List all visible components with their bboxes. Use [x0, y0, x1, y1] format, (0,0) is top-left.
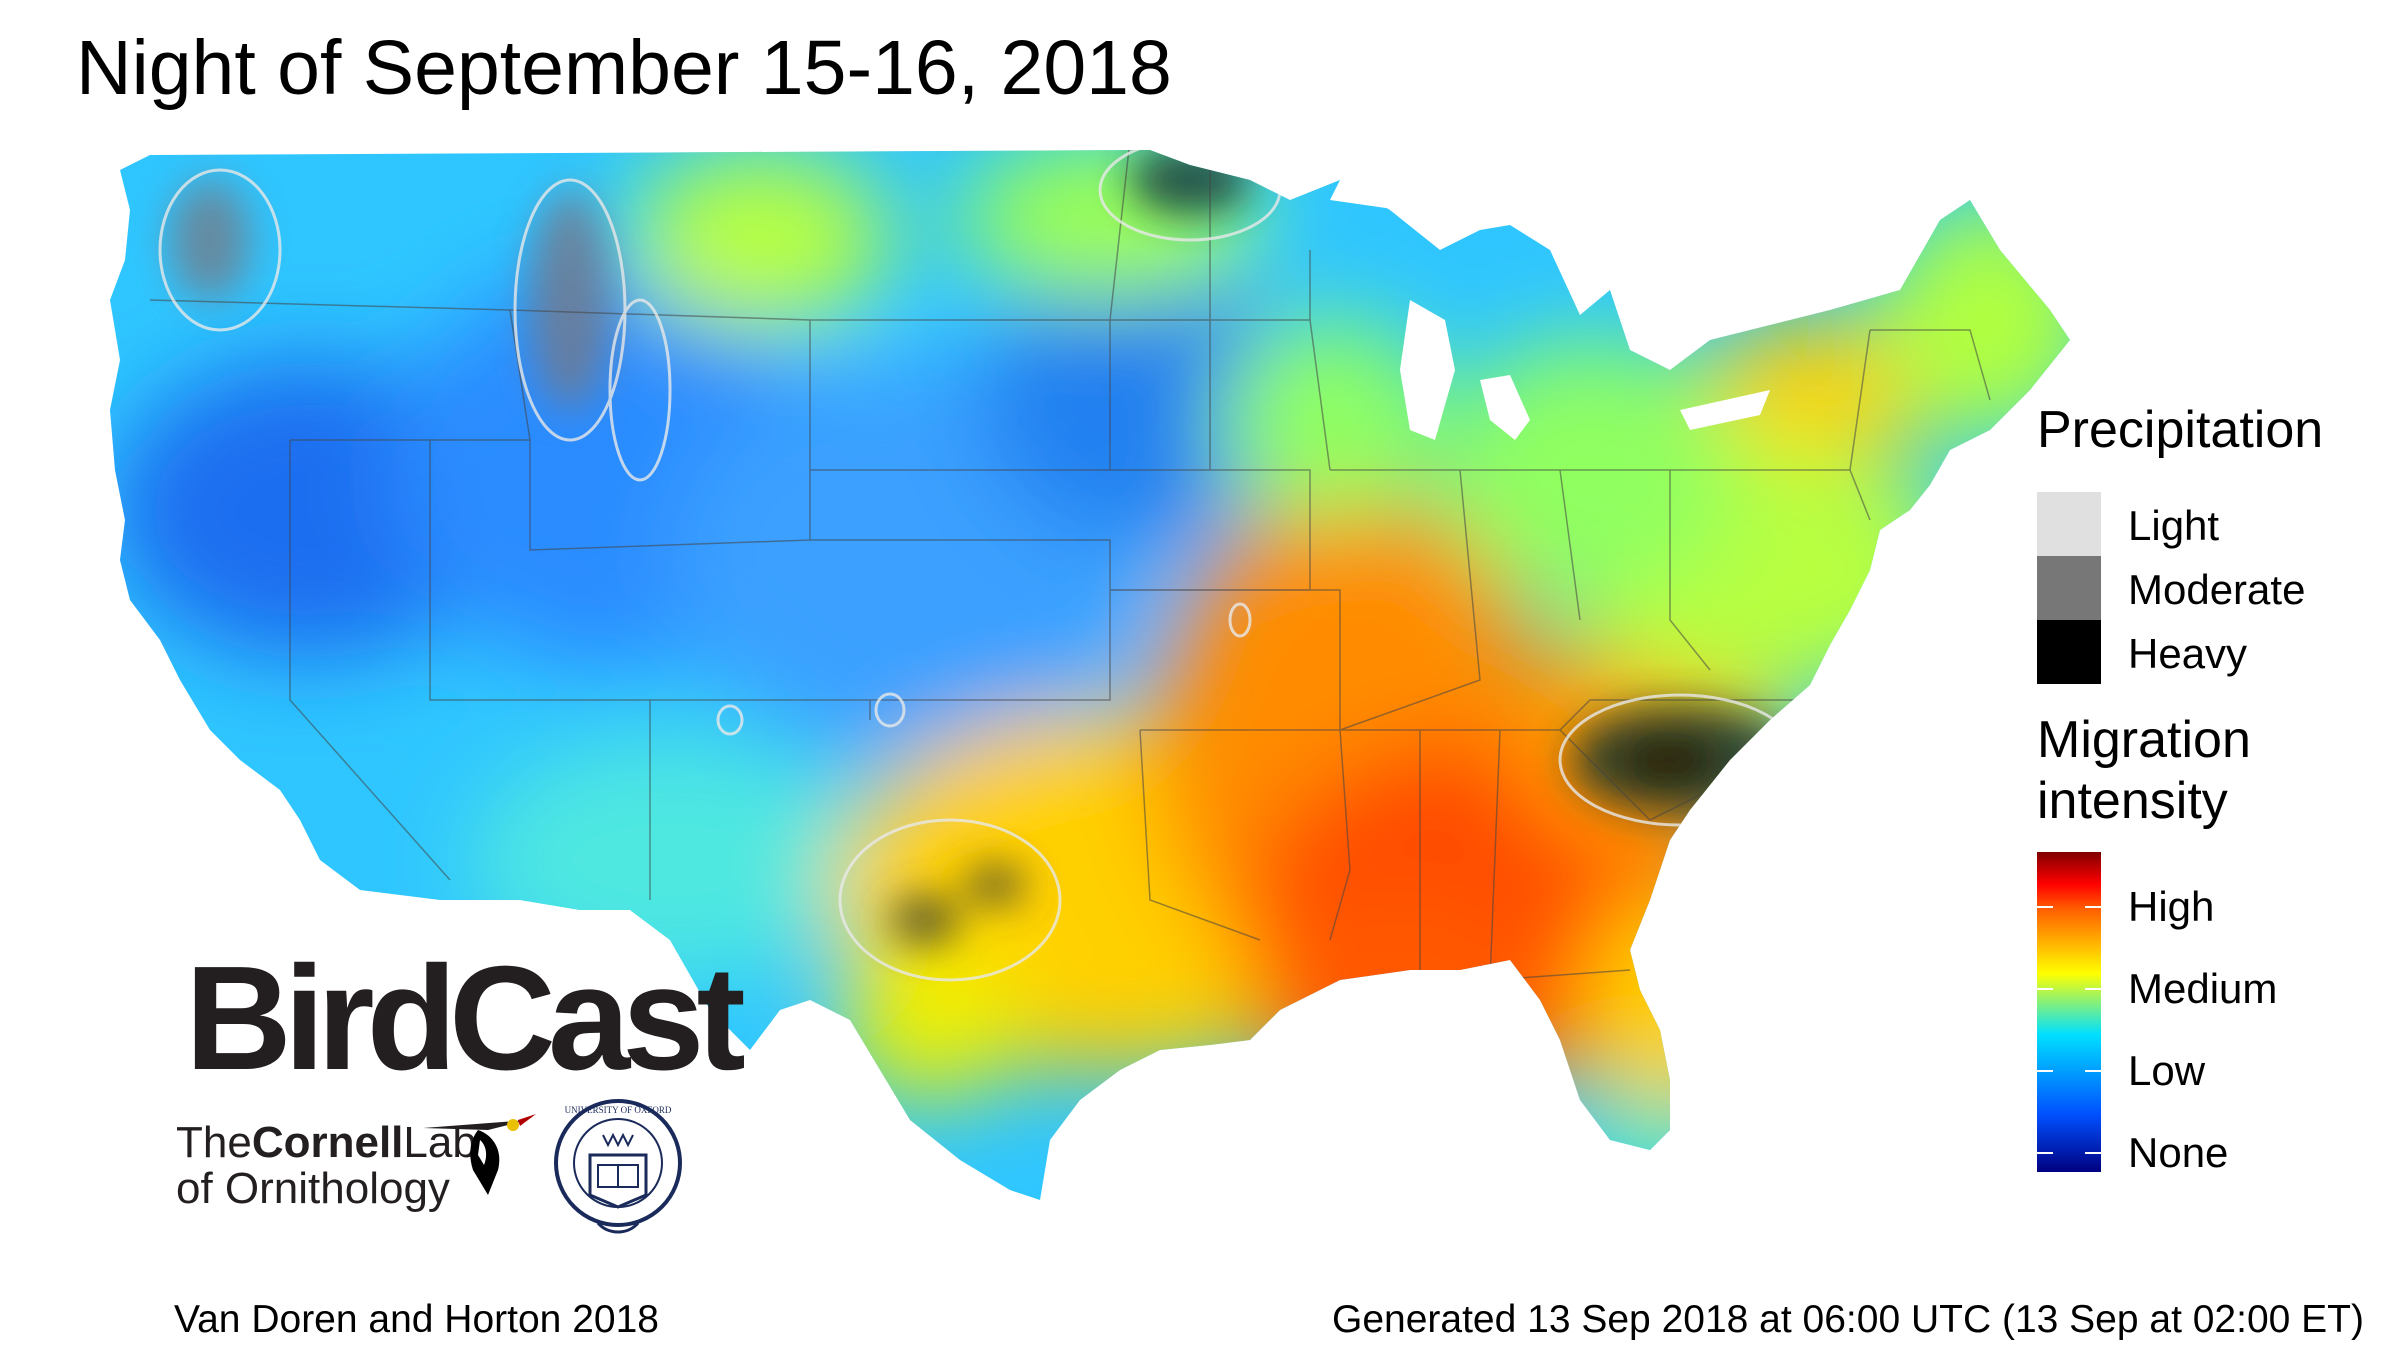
map-title: Night of September 15-16, 2018	[76, 25, 1172, 111]
precip-label-light: Light	[2128, 502, 2220, 549]
cornell-lab-logo: TheCornellLab of Ornithology	[176, 1118, 477, 1214]
scale-tick	[2085, 1070, 2101, 1072]
footer-generated: Generated 13 Sep 2018 at 06:00 UTC (13 S…	[1332, 1298, 2364, 1341]
precip-label-heavy: Heavy	[2128, 630, 2248, 677]
migration-legend-title-line1: Migration	[2037, 711, 2251, 769]
precipitation-legend-title: Precipitation	[2037, 401, 2324, 459]
oxford-ring-text: UNIVERSITY OF OXFORD	[565, 1105, 672, 1115]
precip-swatch-moderate	[2037, 556, 2101, 620]
migration-label-none: None	[2128, 1129, 2229, 1176]
precip-swatch-light	[2037, 492, 2101, 556]
precip-swatch-heavy	[2037, 620, 2101, 684]
cornell-name: Cornell	[251, 1118, 404, 1167]
cornell-the: The	[176, 1118, 252, 1167]
scale-tick	[2037, 1152, 2053, 1154]
scale-tick	[2085, 988, 2101, 990]
precip-label-moderate: Moderate	[2128, 566, 2306, 613]
scale-tick	[2037, 906, 2053, 908]
scale-tick	[2037, 988, 2053, 990]
oxford-seal-icon: UNIVERSITY OF OXFORD	[554, 1099, 682, 1234]
woodpecker-icon	[423, 1114, 536, 1195]
migration-color-scale	[2037, 852, 2101, 1172]
scale-tick	[2037, 1070, 2053, 1072]
birdcast-logo: BirdCast	[185, 936, 746, 1101]
migration-intensity-map	[110, 150, 2070, 1200]
scale-tick	[2085, 906, 2101, 908]
migration-legend-title-line2: intensity	[2037, 772, 2228, 831]
cornell-line2: of Ornithology	[176, 1164, 450, 1214]
migration-label-low: Low	[2128, 1047, 2206, 1094]
scale-tick	[2085, 1152, 2101, 1154]
migration-label-medium: Medium	[2128, 965, 2278, 1012]
footer-credit: Van Doren and Horton 2018	[174, 1298, 659, 1341]
migration-legend-title: Migration intensity	[2037, 710, 2251, 833]
migration-label-high: High	[2128, 883, 2215, 930]
